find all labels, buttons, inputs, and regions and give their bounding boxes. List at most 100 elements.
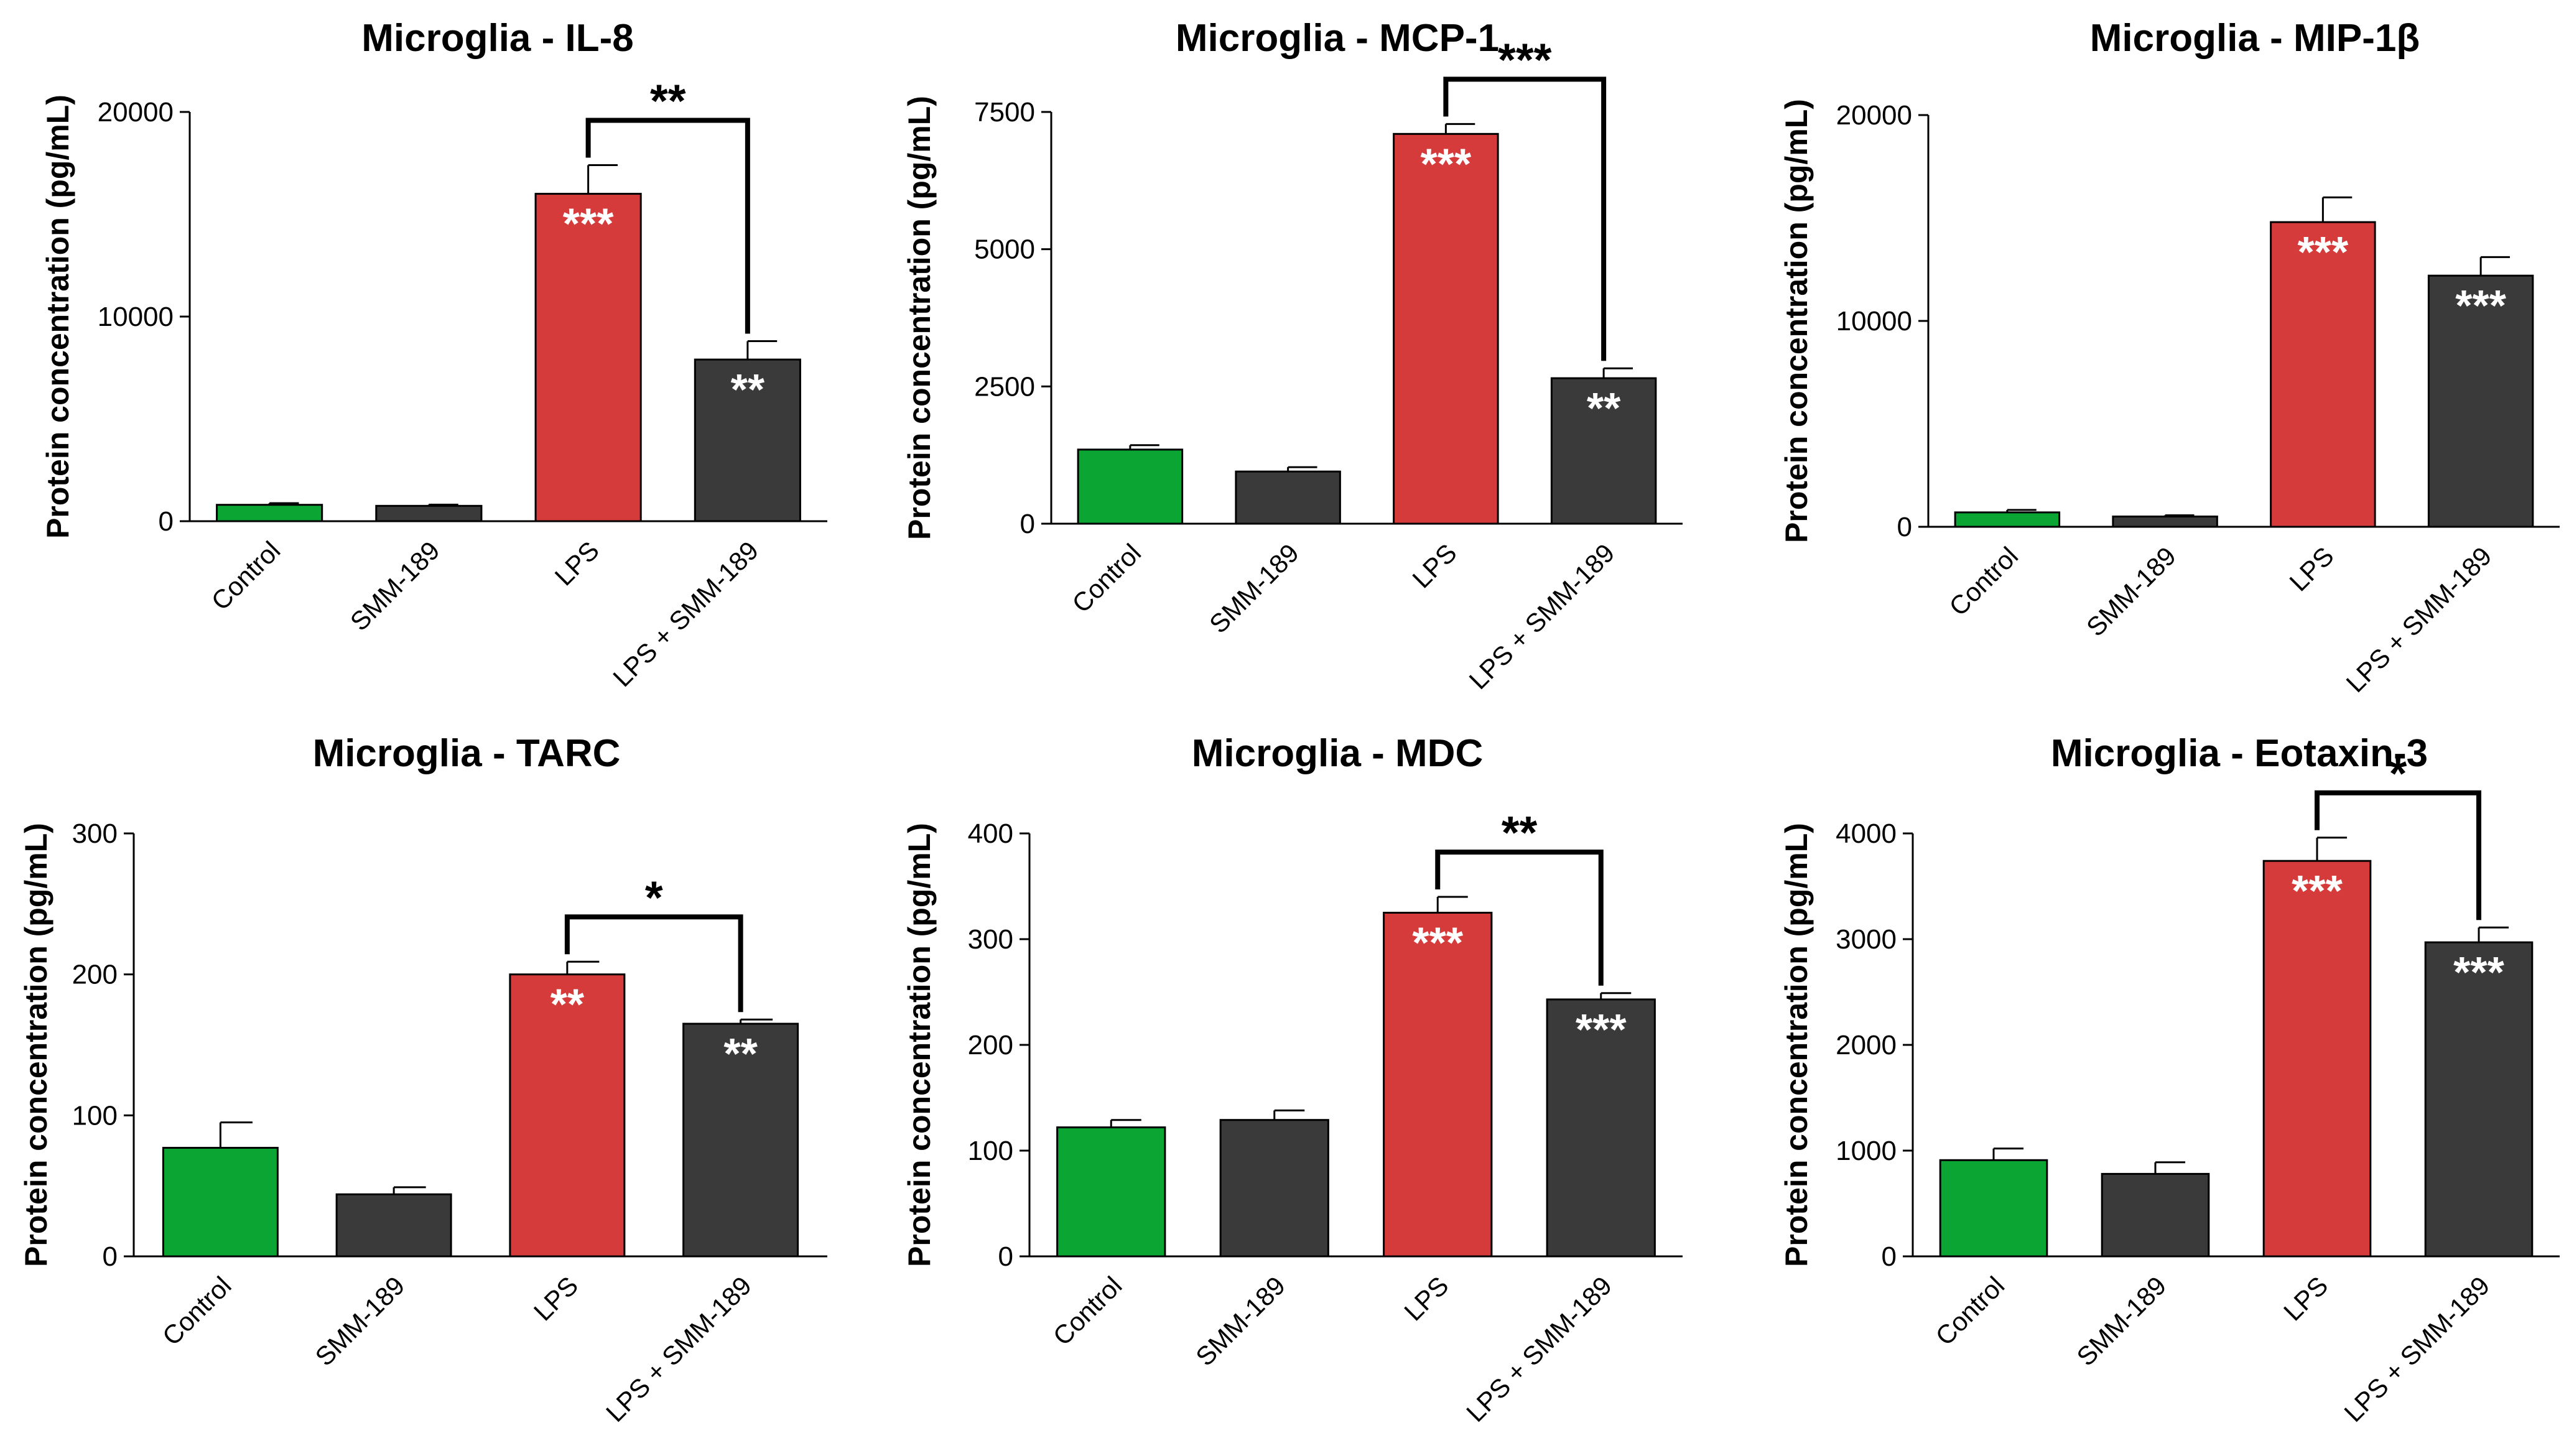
bar-control [1954,511,2061,528]
x-category-label-smm189: SMM-189 [1204,538,1304,639]
x-category-label-control: Control [1943,541,2023,621]
bar-control [162,1146,279,1258]
x-category-label-lps: LPS [2283,541,2339,596]
x-category-label-smm189: SMM-189 [310,1271,411,1371]
chart-title: Microglia - TARC [313,732,621,775]
chart-panel-3: Microglia - MIP-1β Protein concentration … [1779,17,2560,698]
chart-panel-6: Microglia - Eotaxin-3 Protein concentrati… [1779,732,2560,1427]
bar-smm189 [375,504,483,522]
x-category-label-lps: LPS [1398,1271,1454,1326]
y-tick-label: 300 [72,818,118,849]
y-tick-label: 20000 [98,97,174,128]
bar-lps-smm189 [1550,377,1657,525]
comparison-bracket [2315,790,2481,920]
bracket-significance: * [645,871,663,923]
significance-lps-smm189: *** [2455,281,2506,330]
significance-lps: *** [563,200,614,248]
significance-lps: ** [550,980,585,1029]
y-tick-label: 4000 [1836,818,1897,849]
x-category-label-control: Control [206,536,286,616]
significance-lps-smm189: ** [723,1029,758,1078]
bar-smm189 [335,1193,452,1258]
y-tick-label: 0 [1020,509,1035,539]
bar-lps [509,973,626,1258]
y-tick-label: 0 [998,1241,1013,1272]
chart-panel-5: Microglia - MDC Protein concentration (pg… [902,732,1683,1427]
significance-lps: *** [1421,139,1472,188]
comparison-bracket [564,914,743,1013]
y-tick-label: 0 [103,1241,118,1272]
bar-smm189 [1235,470,1341,525]
y-tick-label: 300 [968,924,1013,955]
x-category-label-smm189: SMM-189 [1190,1271,1291,1371]
chart-panel-2: Microglia - MCP-1 Protein concentration (… [902,17,1683,695]
bar-lps [534,193,642,522]
chart-title: Microglia - MCP-1 [1176,17,1499,60]
bar-smm189 [1219,1119,1329,1258]
significance-lps-smm189: *** [2453,948,2504,996]
x-category-label-lps-smm189: LPS + SMM-189 [600,1271,757,1427]
bar-lps-smm189 [1546,998,1656,1258]
chart-title: Microglia - MDC [1192,732,1483,775]
y-tick-label: 10000 [98,302,174,332]
x-category-label-control: Control [1066,538,1146,618]
bar-lps [1383,912,1493,1258]
y-tick-label: 3000 [1836,924,1897,955]
x-category-label-lps: LPS [549,536,605,591]
y-tick-label: 0 [1897,512,1912,542]
x-category-label-lps: LPS [528,1271,583,1326]
y-tick-label: 100 [72,1100,118,1131]
y-tick-label: 7500 [974,97,1035,128]
bar-lps [1393,132,1499,525]
x-category-label-lps-smm189: LPS + SMM-189 [1464,538,1620,695]
significance-lps-smm189: ** [731,365,765,414]
bracket-significance: * [2389,748,2407,799]
y-tick-label: 0 [1882,1241,1897,1272]
bar-control [216,504,323,522]
y-axis-label: Protein concentration (pg/mL) [902,96,937,540]
x-category-label-control: Control [1048,1271,1128,1351]
significance-lps-smm189: ** [1587,384,1621,432]
chart-title: Microglia - Eotaxin-3 [2051,732,2428,775]
y-tick-label: 400 [968,818,1013,849]
bracket-significance: ** [650,75,686,127]
chart-panel-4: Microglia - TARC Protein concentration (p… [19,732,827,1427]
y-tick-label: 2500 [974,371,1035,402]
y-tick-label: 10000 [1836,306,1912,336]
bar-control [1077,448,1184,525]
y-axis-label: Protein concentration (pg/mL) [1779,99,1814,543]
bar-lps-smm189 [682,1022,799,1258]
x-category-label-lps-smm189: LPS + SMM-189 [2341,541,2497,698]
bar-lps-smm189 [694,358,801,522]
y-axis-label: Protein concentration (pg/mL) [19,823,53,1267]
bar-control [1056,1126,1166,1258]
bracket-significance: ** [1502,807,1538,858]
y-tick-label: 0 [159,506,174,537]
significance-lps: *** [2292,866,2343,915]
chart-title: Microglia - MIP-1β [2090,17,2420,60]
significance-lps-smm189: *** [1576,1005,1627,1054]
bar-lps [2262,860,2372,1258]
bar-lps-smm189 [2424,941,2534,1258]
chart-panel-1: Microglia - IL-8 Protein concentration (p… [40,17,827,692]
y-axis-label: Protein concentration (pg/mL) [1779,823,1814,1267]
x-category-label-lps: LPS [1406,538,1462,593]
x-category-label-lps: LPS [2278,1271,2333,1326]
y-tick-label: 200 [72,960,118,990]
comparison-bracket [1435,850,1604,986]
x-category-label-smm189: SMM-189 [2081,541,2181,642]
x-category-label-control: Control [157,1271,237,1351]
significance-lps: *** [2298,228,2349,276]
y-axis-label: Protein concentration (pg/mL) [40,95,75,539]
y-tick-label: 20000 [1836,100,1912,131]
y-tick-label: 100 [968,1136,1013,1166]
x-category-label-lps-smm189: LPS + SMM-189 [2338,1271,2495,1427]
bracket-significance: *** [1498,34,1552,85]
x-category-label-smm189: SMM-189 [2071,1271,2172,1371]
y-tick-label: 1000 [1836,1136,1897,1166]
comparison-bracket [585,118,750,334]
chart-title: Microglia - IL-8 [361,17,633,60]
bar-smm189 [2101,1172,2210,1258]
bar-lps [2270,221,2376,528]
x-category-label-lps-smm189: LPS + SMM-189 [1461,1271,1617,1427]
